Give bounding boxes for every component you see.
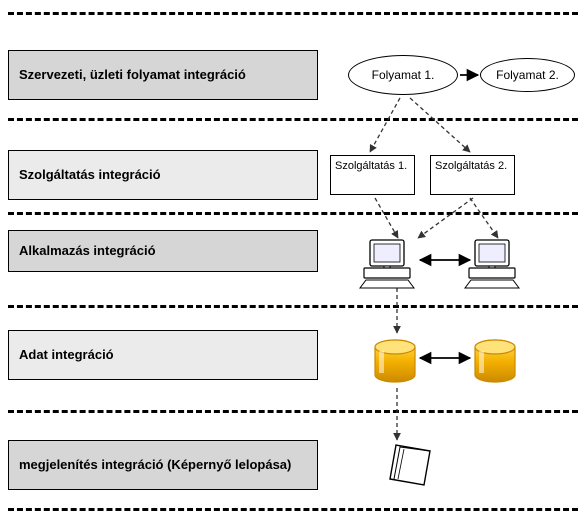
- layer-presentation: megjelenítés integráció (Képernyő lelopá…: [8, 440, 318, 490]
- layer-data: Adat integráció: [8, 330, 318, 380]
- separator: [8, 12, 578, 15]
- layer-label: megjelenítés integráció (Képernyő lelopá…: [19, 457, 291, 473]
- layer-label: Szolgáltatás integráció: [19, 167, 161, 183]
- separator: [8, 212, 578, 215]
- layer-application: Alkalmazás integráció: [8, 230, 318, 272]
- document-icon: [390, 445, 430, 485]
- process-label: Folyamat 2.: [496, 68, 559, 82]
- database-icon: [475, 340, 515, 382]
- process-node-2: Folyamat 2.: [480, 58, 575, 92]
- process-node-1: Folyamat 1.: [348, 55, 458, 95]
- separator: [8, 305, 578, 308]
- separator: [8, 410, 578, 413]
- diagram-canvas: Szervezeti, üzleti folyamat integráció S…: [0, 0, 587, 526]
- separator: [8, 508, 578, 511]
- computer-icon: [360, 240, 414, 288]
- layer-service: Szolgáltatás integráció: [8, 150, 318, 200]
- bidir-arrows: [420, 260, 470, 358]
- service-node-1: Szolgáltatás 1.: [330, 155, 415, 195]
- separator: [8, 118, 578, 121]
- layer-label: Alkalmazás integráció: [19, 243, 156, 259]
- layer-label: Adat integráció: [19, 347, 114, 363]
- layer-business-process: Szervezeti, üzleti folyamat integráció: [8, 50, 318, 100]
- computer-icon: [465, 240, 519, 288]
- layer-label: Szervezeti, üzleti folyamat integráció: [19, 67, 246, 83]
- dashed-arrows: [370, 98, 498, 440]
- service-label: Szolgáltatás 1.: [335, 160, 407, 172]
- database-icon: [375, 340, 415, 382]
- service-node-2: Szolgáltatás 2.: [430, 155, 515, 195]
- service-label: Szolgáltatás 2.: [435, 160, 507, 172]
- process-label: Folyamat 1.: [372, 68, 435, 82]
